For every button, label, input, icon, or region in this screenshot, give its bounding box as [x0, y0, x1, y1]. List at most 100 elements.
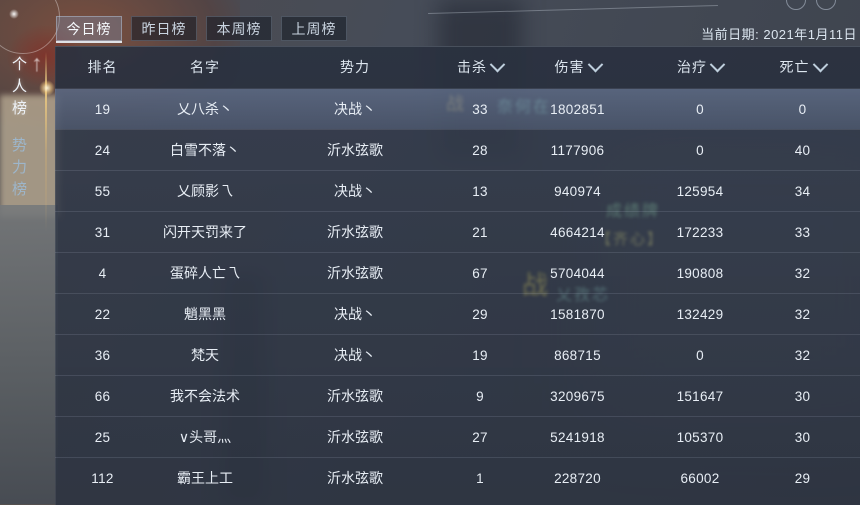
column-header-healing[interactable]: 治疗 [645, 56, 755, 77]
cell-healing: 66002 [680, 470, 720, 486]
table-row[interactable]: 36 梵天 决战丶 19 868715 0 32 [55, 334, 860, 375]
partial-circle-icon [816, 0, 836, 10]
column-label: 伤害 [554, 59, 585, 75]
cell-rank: 22 [94, 306, 111, 322]
cell-name: ∨头哥灬 [178, 429, 232, 445]
cell-name: 乂八杀丶 [177, 101, 233, 117]
tab-last-week[interactable]: 上周榜 [281, 16, 347, 41]
up-arrow-icon: ↑ [31, 50, 43, 76]
table-row[interactable]: 25 ∨头哥灬 沂水弦歌 27 5241918 105370 30 [55, 416, 860, 457]
cell-kills: 13 [472, 183, 488, 199]
cell-damage: 5241918 [550, 429, 605, 445]
sparkle-icon [9, 9, 19, 19]
cell-faction: 决战丶 [334, 101, 376, 117]
cell-deaths: 34 [794, 183, 811, 199]
chevron-down-icon[interactable] [812, 56, 828, 72]
cell-deaths: 32 [794, 306, 811, 322]
cell-healing: 190808 [676, 265, 724, 281]
cell-kills: 21 [472, 224, 488, 240]
table-row[interactable]: 31 闪开天罚来了 沂水弦歌 21 4664214 172233 33 [55, 211, 860, 252]
cell-damage: 228720 [554, 470, 601, 486]
cell-name: 白雪不落丶 [170, 142, 240, 158]
cell-deaths: 32 [794, 265, 811, 281]
column-header-faction: 势力 [260, 57, 450, 77]
cell-rank: 25 [94, 429, 111, 445]
cell-rank: 31 [94, 224, 111, 240]
column-label: 治疗 [677, 59, 707, 75]
cell-faction: 决战丶 [334, 183, 376, 199]
cell-kills: 19 [472, 347, 488, 363]
tab-this-week[interactable]: 本周榜 [206, 16, 272, 41]
cell-deaths: 0 [798, 101, 807, 117]
column-label: 击杀 [457, 59, 487, 75]
cell-name: 魈黑黑 [184, 306, 226, 322]
cell-damage: 1581870 [550, 306, 605, 322]
cell-healing: 0 [696, 142, 704, 158]
cell-kills: 27 [472, 429, 488, 445]
cell-deaths: 29 [794, 470, 811, 486]
cell-rank: 55 [94, 183, 111, 199]
cell-healing: 0 [696, 347, 704, 363]
cell-deaths: 30 [794, 388, 811, 404]
table-row[interactable]: 22 魈黑黑 决战丶 29 1581870 132429 32 [55, 293, 860, 334]
scene-stone-wall [0, 205, 58, 504]
cell-rank: 36 [94, 347, 111, 363]
cell-faction: 沂水弦歌 [327, 470, 383, 486]
tab-today[interactable]: 今日榜 [56, 16, 122, 43]
cell-healing: 132429 [676, 306, 724, 322]
sidebar-item-faction-rank[interactable]: 势力榜 [10, 137, 27, 203]
table-row[interactable]: 24 白雪不落丶 沂水弦歌 28 1177906 0 40 [55, 129, 860, 170]
table-row[interactable]: 66 我不会法术 沂水弦歌 9 3209675 151647 30 [55, 375, 860, 416]
cell-name: 闪开天罚来了 [163, 224, 247, 240]
column-label: 死亡 [779, 59, 810, 75]
cell-kills: 28 [472, 142, 488, 158]
table-header-row: 排名 名字 势力 击杀 伤害 治疗 死亡 [55, 46, 860, 89]
cell-kills: 67 [472, 265, 488, 281]
cell-kills: 29 [472, 306, 488, 322]
cell-faction: 沂水弦歌 [327, 224, 383, 240]
column-header-damage[interactable]: 伤害 [510, 56, 645, 77]
cell-kills: 1 [476, 470, 484, 486]
column-header-kills[interactable]: 击杀 [450, 56, 510, 77]
column-header-deaths[interactable]: 死亡 [755, 56, 850, 77]
cell-deaths: 32 [794, 347, 811, 363]
cell-kills: 9 [476, 388, 484, 404]
cell-kills: 33 [472, 101, 488, 117]
chevron-down-icon[interactable] [587, 56, 603, 72]
cell-name: 我不会法术 [170, 388, 240, 404]
table-row[interactable]: 4 蛋碎人亡乁 沂水弦歌 67 5704044 190808 32 [55, 252, 860, 293]
cell-damage: 5704044 [550, 265, 605, 281]
tab-yesterday[interactable]: 昨日榜 [131, 16, 197, 41]
cell-rank: 112 [91, 470, 114, 486]
sidebar-item-personal-rank[interactable]: 个人榜 [10, 56, 27, 122]
cell-faction: 沂水弦歌 [327, 265, 383, 281]
cell-deaths: 40 [794, 142, 811, 158]
table-row[interactable]: 19 乂八杀丶 决战丶 33 1802851 0 0 [55, 89, 860, 129]
cell-healing: 125954 [676, 183, 724, 199]
cell-faction: 决战丶 [334, 306, 376, 322]
table-row[interactable]: 55 乂顾影乁 决战丶 13 940974 125954 34 [55, 170, 860, 211]
column-header-rank: 排名 [55, 57, 150, 77]
chevron-down-icon[interactable] [489, 56, 506, 72]
cell-name: 梵天 [191, 347, 219, 363]
column-label: 势力 [340, 59, 370, 75]
table-row[interactable]: 112 霸王上工 沂水弦歌 1 228720 66002 29 [55, 457, 860, 498]
cell-faction: 决战丶 [334, 347, 376, 363]
cell-deaths: 33 [794, 224, 811, 240]
chevron-down-icon[interactable] [709, 56, 726, 72]
cell-healing: 172233 [676, 224, 724, 240]
cell-damage: 1177906 [550, 142, 605, 158]
cell-faction: 沂水弦歌 [327, 429, 383, 445]
cell-damage: 4664214 [550, 224, 605, 240]
cell-rank: 4 [98, 265, 107, 281]
leaderboard-panel [55, 46, 860, 505]
cell-damage: 868715 [554, 347, 601, 363]
cell-faction: 沂水弦歌 [327, 388, 383, 404]
cell-damage: 3209675 [550, 388, 605, 404]
partial-circle-icon [786, 0, 806, 10]
cell-rank: 19 [94, 101, 111, 117]
ranking-tabs: 今日榜 昨日榜 本周榜 上周榜 [56, 16, 347, 43]
cell-healing: 151647 [676, 388, 724, 404]
table-body: 19 乂八杀丶 决战丶 33 1802851 0 0 24 白雪不落丶 沂水弦歌… [55, 89, 860, 498]
column-label: 排名 [87, 59, 118, 75]
